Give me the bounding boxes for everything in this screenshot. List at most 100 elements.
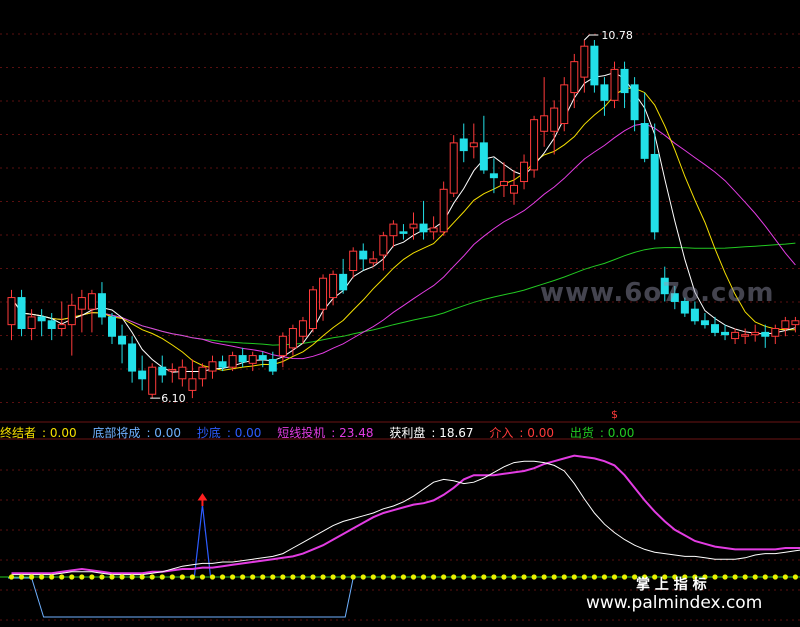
candle-down: [128, 343, 137, 372]
signal-dot: [260, 574, 266, 580]
candle-down: [419, 223, 428, 233]
candle-up: [278, 335, 287, 357]
candle-up: [610, 68, 619, 101]
signal-dot: [18, 574, 25, 580]
candle-down: [650, 153, 659, 233]
indicator-legend: 终结者: 0.00 底部将成: 0.00 抄底: 0.00 短线投机: 23.4…: [0, 424, 646, 440]
low-label: 6.10: [161, 392, 186, 405]
signal-dot: [652, 574, 658, 580]
candle-up: [349, 250, 358, 272]
signal-dot: [129, 574, 135, 580]
bottom-fishing-spike: [193, 504, 212, 577]
signal-dot: [481, 574, 487, 580]
candle-down: [218, 361, 227, 368]
signal-dot: [501, 574, 507, 580]
candle-up: [439, 188, 448, 233]
legend-item-获利盘: 获利盘: 18.67: [389, 426, 474, 440]
legend-item-短线投机: 短线投机: 23.48: [277, 426, 374, 440]
candle-down: [670, 293, 679, 302]
signal-dot: [290, 574, 296, 580]
signal-dot: [149, 574, 155, 580]
candle-up: [198, 366, 207, 380]
signal-dot: [79, 574, 85, 580]
candle-down: [690, 308, 699, 322]
ma10-line: [11, 87, 796, 371]
candle-up: [731, 331, 740, 340]
signal-dot: [551, 574, 557, 580]
signal-dot: [692, 574, 698, 580]
candle-down: [138, 370, 147, 380]
candle-down: [459, 138, 468, 152]
signal-dot: [491, 574, 497, 580]
candle-down: [37, 316, 46, 322]
candle-up: [148, 366, 157, 395]
signal-dot: [772, 574, 778, 580]
candle-up: [298, 320, 307, 337]
signal-dot: [762, 574, 768, 580]
candle-up: [309, 289, 317, 330]
watermark-url: www.palmindex.com: [586, 593, 763, 613]
candle-up: [540, 115, 549, 132]
signal-dot: [49, 574, 55, 580]
candle-down: [630, 84, 639, 121]
signal-dot: [752, 574, 758, 580]
signal-dot: [139, 574, 145, 580]
candle-down: [258, 355, 267, 360]
signal-dot: [621, 574, 628, 580]
candle-down: [108, 316, 116, 337]
candle-down: [489, 173, 498, 179]
candle-up: [550, 107, 559, 132]
signal-dot: [199, 574, 206, 580]
candle-up: [288, 328, 297, 349]
signal-dot: [431, 574, 437, 580]
candle-up: [178, 366, 187, 380]
signal-dot: [59, 574, 65, 580]
candle-up: [560, 84, 569, 125]
candle-down: [118, 335, 127, 345]
candle-up: [751, 331, 760, 336]
signal-dot: [581, 574, 587, 580]
watermark-top: www.6o7o.com: [540, 278, 775, 308]
candle-up: [469, 142, 478, 148]
candle-up: [27, 316, 36, 330]
candle-up: [248, 355, 257, 364]
signal-dot: [179, 574, 185, 580]
speculation-line: [11, 454, 800, 575]
signal-dot: [350, 574, 356, 580]
signal-dot: [69, 574, 75, 580]
candle-up: [510, 184, 518, 194]
candle-up: [7, 297, 16, 326]
high-marker: [583, 34, 599, 41]
signal-dot: [280, 574, 286, 580]
candle-up: [319, 277, 328, 310]
candle-up: [329, 273, 338, 299]
candle-up: [389, 223, 398, 237]
signal-dot: [732, 574, 738, 580]
candle-down: [158, 366, 167, 376]
candle-down: [761, 331, 770, 337]
signal-dot: [742, 574, 748, 580]
signal-dot: [541, 574, 547, 580]
signal-dot: [441, 574, 447, 580]
candle-up: [57, 324, 66, 330]
candle-down: [97, 293, 106, 318]
signal-dot: [782, 574, 788, 580]
signal-dot: [601, 574, 608, 580]
candle-up: [429, 227, 438, 233]
signal-dot: [420, 574, 427, 580]
candle-up: [409, 223, 418, 229]
signal-dot: [169, 574, 175, 580]
signal-dot: [89, 574, 95, 580]
signal-dot: [511, 574, 517, 580]
candle-up: [208, 361, 217, 372]
signal-dot: [360, 574, 366, 580]
signal-dot: [461, 574, 467, 580]
watermark-brand: 掌 上 指 标: [636, 577, 707, 593]
signal-dot: [451, 574, 457, 580]
signal-dot: [320, 574, 326, 580]
signal-dot: [712, 574, 718, 580]
signal-dot: [99, 574, 105, 580]
signal-dot: [410, 574, 417, 580]
signal-dot: [230, 574, 236, 580]
